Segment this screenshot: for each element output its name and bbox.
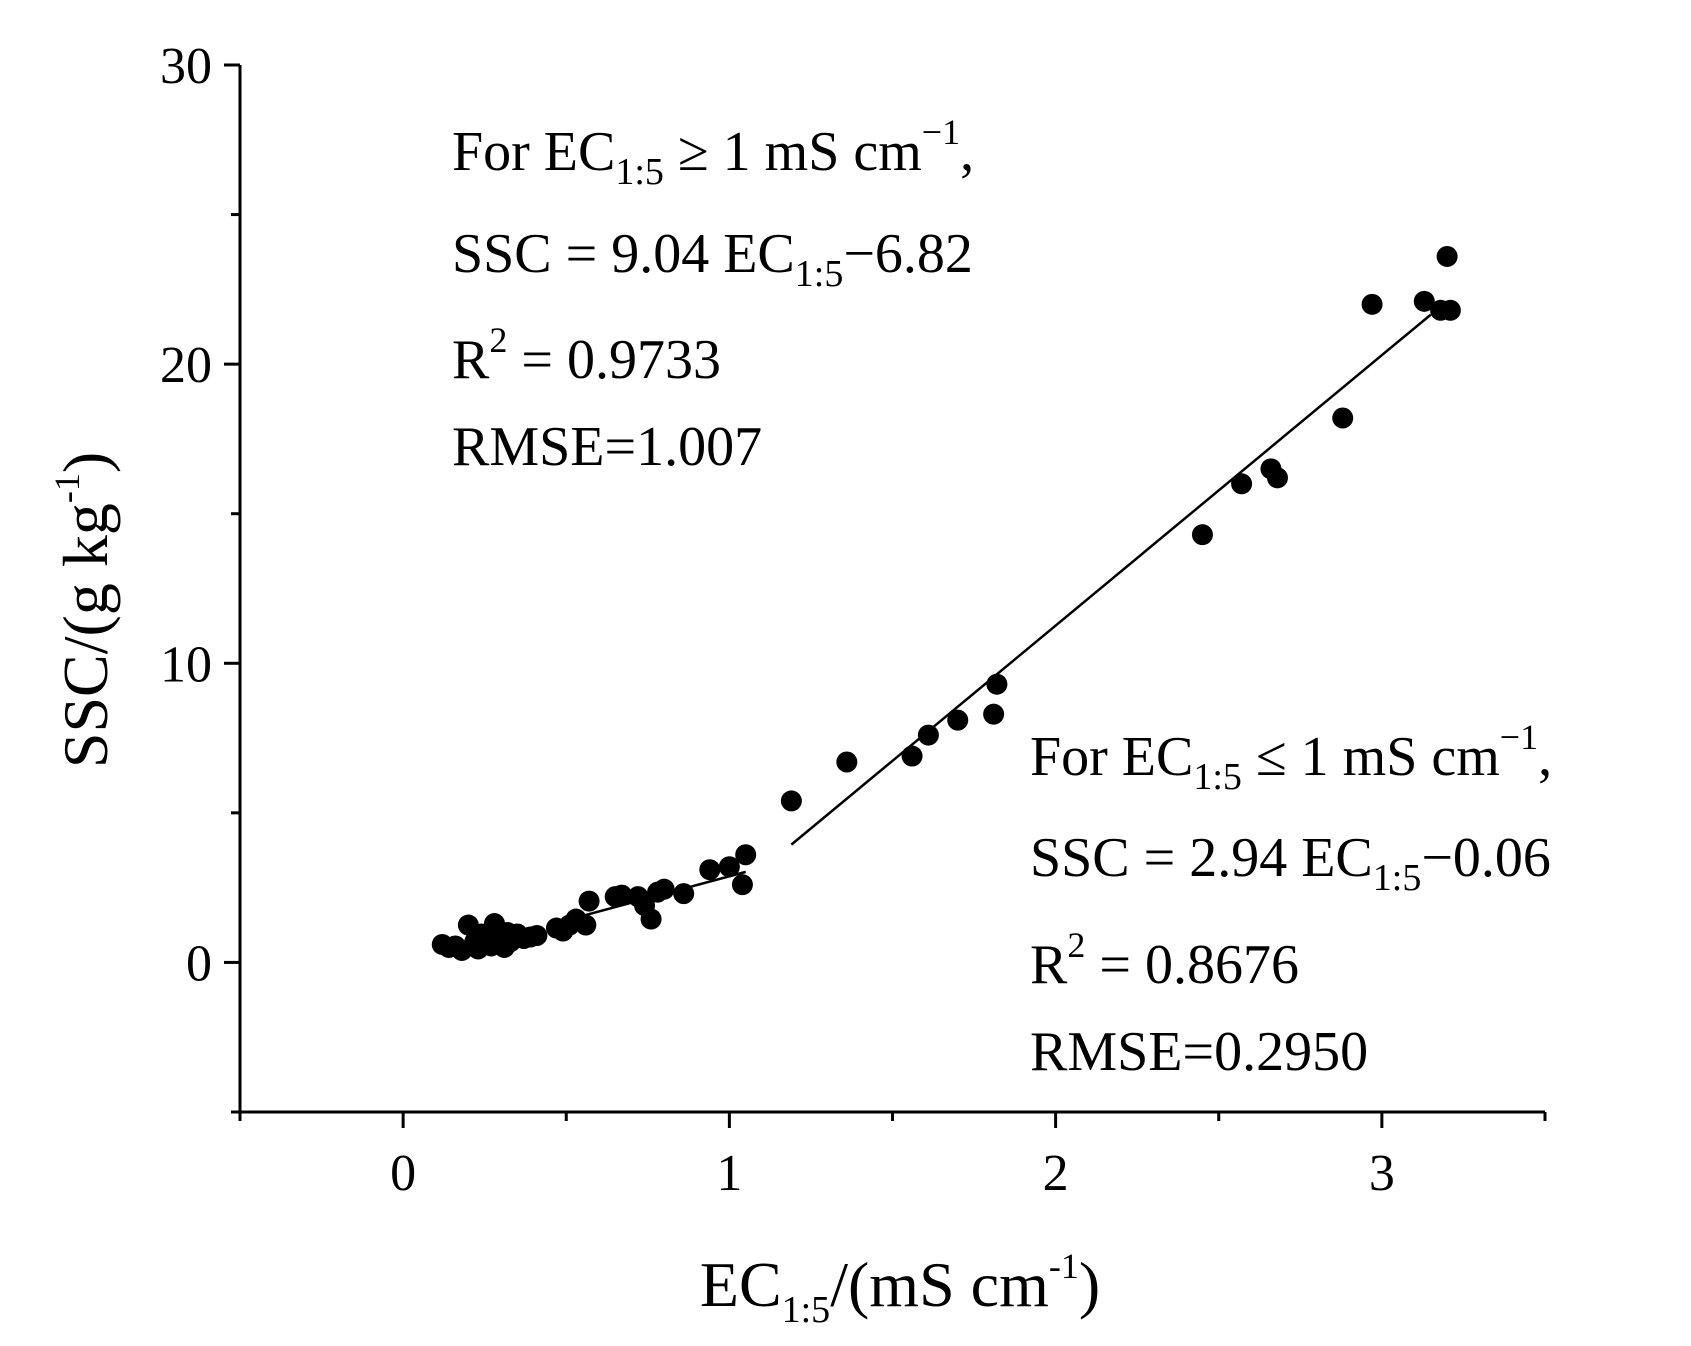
y-tick-label: 30 bbox=[160, 38, 212, 95]
data-point bbox=[780, 790, 802, 812]
annotation-low-line4: RMSE=0.2950 bbox=[1030, 1021, 1368, 1083]
data-point bbox=[653, 878, 675, 900]
annotation-low-line3: R2 = 0.8676 bbox=[1030, 925, 1299, 996]
data-points bbox=[431, 245, 1461, 961]
data-point bbox=[1231, 473, 1253, 495]
data-point bbox=[836, 751, 858, 773]
data-point bbox=[578, 890, 600, 912]
x-axis-title: EC1:5/(mS cm-1) bbox=[700, 1246, 1100, 1331]
y-tick-label: 10 bbox=[160, 636, 212, 693]
data-point bbox=[731, 874, 753, 896]
data-point bbox=[699, 859, 721, 881]
x-tick-label: 0 bbox=[390, 1145, 416, 1202]
data-point bbox=[735, 844, 757, 866]
x-tick-label: 1 bbox=[716, 1145, 742, 1202]
data-point bbox=[901, 745, 923, 767]
data-point bbox=[1191, 524, 1213, 546]
data-point bbox=[673, 883, 695, 905]
fit-high-line bbox=[790, 313, 1432, 846]
data-point bbox=[1266, 467, 1288, 489]
data-point bbox=[640, 908, 662, 930]
data-point bbox=[986, 673, 1008, 695]
annotation-low-fit: For EC1:5 ≤ 1 mS cm−1, SSC = 2.94 EC1:5−… bbox=[1030, 717, 1552, 1083]
data-point bbox=[1439, 299, 1461, 321]
y-axis-title: SSC/(g kg-1) bbox=[47, 452, 121, 768]
axes: 0 1 2 3 0 10 20 30 bbox=[160, 38, 1547, 1202]
y-tick-label: 0 bbox=[186, 935, 212, 992]
y-ticks: 0 10 20 30 bbox=[160, 38, 240, 1114]
data-point bbox=[1436, 245, 1458, 267]
annotation-high-line4: RMSE=1.007 bbox=[452, 416, 762, 478]
data-point bbox=[1332, 407, 1354, 429]
data-point bbox=[718, 856, 740, 878]
data-point bbox=[947, 709, 969, 731]
data-point bbox=[1413, 290, 1435, 312]
data-point bbox=[1361, 293, 1383, 315]
data-point bbox=[611, 884, 633, 906]
annotation-high-fit: For EC1:5 ≥ 1 mS cm−1, SSC = 9.04 EC1:5−… bbox=[452, 112, 974, 478]
x-tick-label: 3 bbox=[1369, 1145, 1395, 1202]
annotation-low-line1: For EC1:5 ≤ 1 mS cm−1, bbox=[1030, 717, 1552, 798]
annotation-low-line2: SSC = 2.94 EC1:5−0.06 bbox=[1030, 827, 1551, 899]
data-point bbox=[983, 703, 1005, 725]
annotation-high-line2: SSC = 9.04 EC1:5−6.82 bbox=[452, 223, 973, 295]
data-point bbox=[917, 724, 939, 746]
data-point bbox=[526, 925, 548, 947]
annotation-high-line1: For EC1:5 ≥ 1 mS cm−1, bbox=[452, 112, 974, 193]
x-ticks: 0 1 2 3 bbox=[238, 1112, 1547, 1202]
y-tick-label: 20 bbox=[160, 337, 212, 394]
data-point bbox=[575, 914, 597, 936]
x-tick-label: 2 bbox=[1043, 1145, 1069, 1202]
annotation-high-line3: R2 = 0.9733 bbox=[452, 320, 721, 391]
